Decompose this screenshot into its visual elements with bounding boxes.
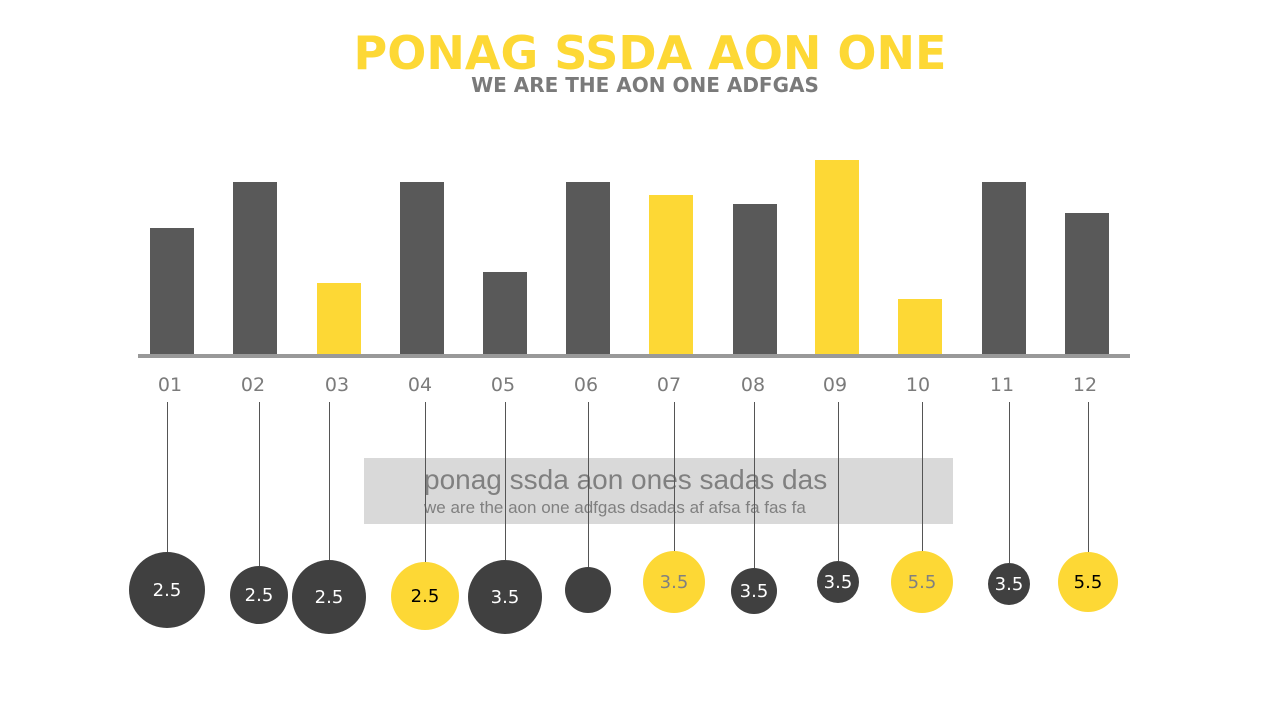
bar-06 bbox=[566, 182, 610, 355]
bar-02 bbox=[233, 182, 277, 355]
x-tick-label: 11 bbox=[989, 374, 1015, 396]
value-bubble: 3.5 bbox=[468, 560, 542, 634]
bar-11 bbox=[982, 182, 1026, 355]
connector-line bbox=[588, 402, 589, 567]
value-bubble: 5.5 bbox=[1058, 552, 1118, 612]
text-box-heading: ponag ssda aon ones sadas das bbox=[424, 464, 828, 495]
bar-10 bbox=[898, 299, 942, 355]
connector-line bbox=[259, 402, 260, 566]
x-tick-label: 03 bbox=[324, 374, 350, 396]
text-box-body: we are the aon one adfgas dsadas af afsa… bbox=[424, 498, 806, 517]
x-tick-label: 10 bbox=[905, 374, 931, 396]
connector-line bbox=[1009, 402, 1010, 563]
x-axis bbox=[138, 354, 1130, 358]
value-bubble: 2.5 bbox=[129, 552, 205, 628]
connector-line bbox=[674, 402, 675, 551]
connector-line bbox=[754, 402, 755, 568]
bar-08 bbox=[733, 204, 777, 355]
x-tick-label: 06 bbox=[573, 374, 599, 396]
bar-07 bbox=[649, 195, 693, 355]
bar-05 bbox=[483, 272, 527, 355]
bar-09 bbox=[815, 160, 859, 355]
x-tick-label: 09 bbox=[822, 374, 848, 396]
x-tick-label: 07 bbox=[656, 374, 682, 396]
x-tick-label: 01 bbox=[157, 374, 183, 396]
connector-line bbox=[1088, 402, 1089, 552]
value-bubble: 2.5 bbox=[230, 566, 288, 624]
value-bubble bbox=[565, 567, 611, 613]
connector-line bbox=[838, 402, 839, 561]
value-bubble: 2.5 bbox=[391, 562, 459, 630]
x-tick-label: 05 bbox=[490, 374, 516, 396]
value-bubble: 5.5 bbox=[891, 551, 953, 613]
bar-12 bbox=[1065, 213, 1109, 355]
value-bubble: 2.5 bbox=[292, 560, 366, 634]
value-bubble: 3.5 bbox=[731, 568, 777, 614]
value-bubble: 3.5 bbox=[988, 563, 1030, 605]
connector-line bbox=[425, 402, 426, 562]
x-tick-label: 02 bbox=[240, 374, 266, 396]
chart-title: PONAG SSDA AON ONE bbox=[353, 26, 947, 80]
connector-line bbox=[329, 402, 330, 560]
value-bubble: 3.5 bbox=[643, 551, 705, 613]
value-bubble: 3.5 bbox=[817, 561, 859, 603]
bar-04 bbox=[400, 182, 444, 355]
connector-line bbox=[505, 402, 506, 560]
text-box: ponag ssda aon ones sadas das we are the… bbox=[364, 458, 953, 524]
x-tick-label: 08 bbox=[740, 374, 766, 396]
x-tick-label: 12 bbox=[1072, 374, 1098, 396]
bar-01 bbox=[150, 228, 194, 355]
bar-03 bbox=[317, 283, 361, 355]
chart-subtitle: WE ARE THE AON ONE ADFGAS bbox=[471, 73, 819, 97]
connector-line bbox=[922, 402, 923, 551]
connector-line bbox=[167, 402, 168, 552]
x-tick-label: 04 bbox=[407, 374, 433, 396]
